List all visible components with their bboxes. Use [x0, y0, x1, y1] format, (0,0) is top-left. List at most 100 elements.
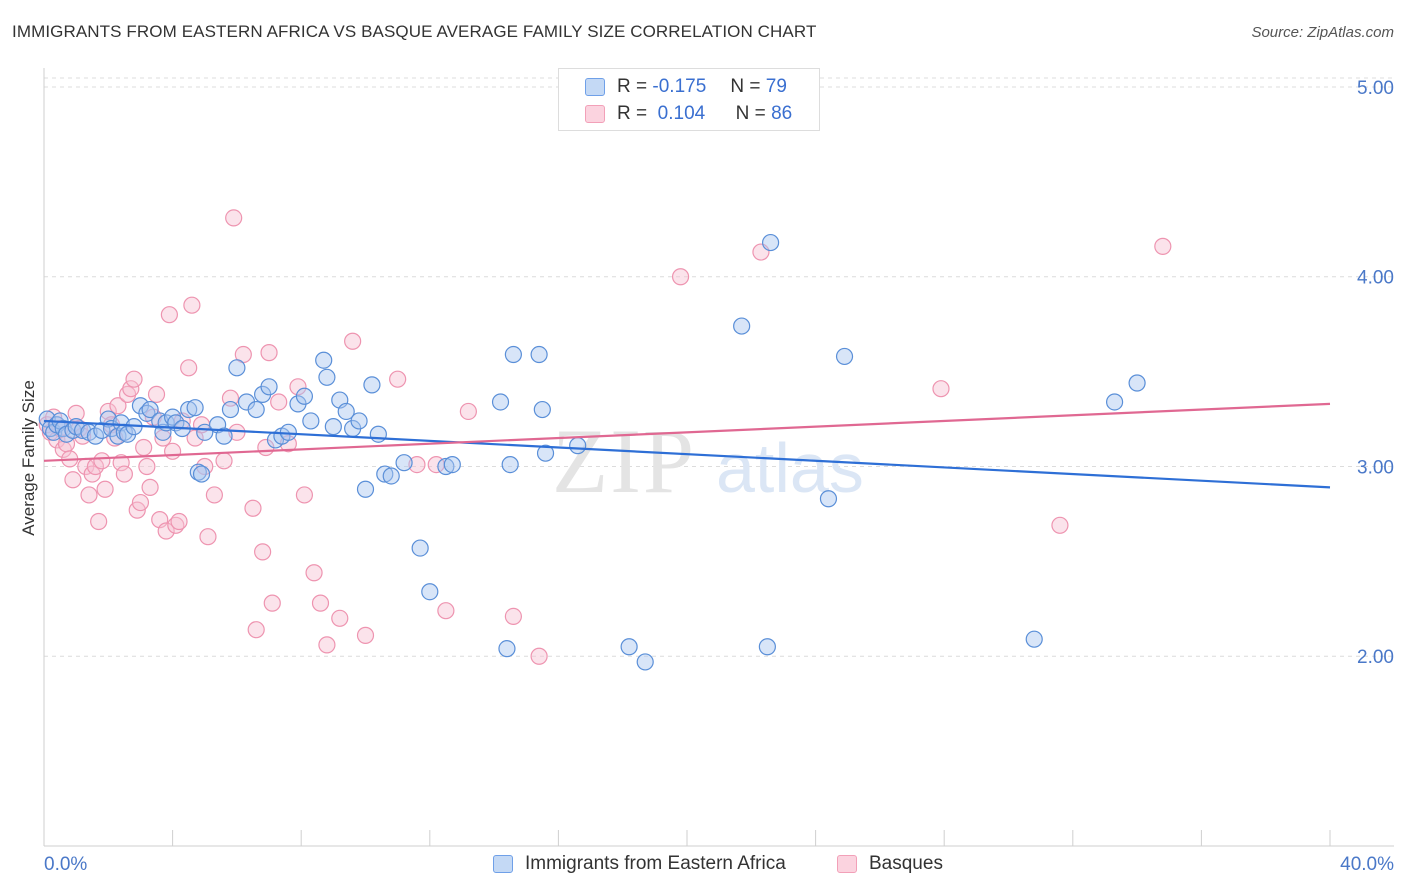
point-basques — [318, 636, 336, 654]
bottom-legend-label: Basques — [869, 853, 943, 874]
legend-row-eastern-africa: R = -0.175 N = 79 — [585, 74, 787, 100]
x-tick-label-min: 0.0% — [44, 854, 87, 875]
bottom-legend-swatch-blue — [493, 855, 513, 873]
legend-r-label: R = — [617, 76, 648, 97]
point-basques — [157, 522, 175, 540]
legend-swatch-pink — [585, 105, 605, 123]
point-eastern-africa — [501, 455, 519, 474]
point-eastern-africa — [363, 376, 381, 394]
legend-n-value: 86 — [771, 103, 793, 124]
point-basques — [164, 442, 182, 460]
point-basques — [260, 344, 278, 362]
watermark-atlas: atlas — [716, 429, 864, 507]
point-basques — [96, 480, 114, 498]
point-basques — [311, 594, 330, 612]
point-basques — [671, 268, 690, 286]
axes — [43, 68, 1394, 847]
point-eastern-africa — [180, 400, 198, 419]
correlation-legend: R = -0.175 N = 79 R = 0.104 N = 86 — [558, 68, 820, 131]
point-eastern-africa — [411, 539, 429, 557]
source-label: Source: ZipAtlas.com — [1251, 24, 1394, 41]
legend-n-label: N = — [735, 103, 766, 124]
y-tick-label: 5.00 — [1357, 78, 1394, 99]
point-basques — [244, 499, 262, 517]
point-basques — [932, 380, 950, 398]
point-eastern-africa — [141, 400, 159, 419]
legend-n-label: N = — [730, 76, 761, 97]
y-tick-label: 3.00 — [1357, 457, 1394, 478]
point-eastern-africa — [1128, 374, 1146, 392]
axis-labels: 2.00 3.00 4.00 5.00 0.0% 40.0% Average Family … — [19, 78, 1394, 875]
point-basques — [331, 609, 349, 627]
point-eastern-africa — [192, 465, 211, 483]
point-eastern-africa — [636, 653, 654, 671]
point-basques — [80, 486, 98, 504]
point-basques — [141, 478, 159, 496]
point-eastern-africa — [369, 425, 387, 443]
legend-r-value: 0.104 — [657, 103, 706, 124]
y-axis-label: Average Family Size — [19, 380, 38, 536]
point-eastern-africa — [1105, 393, 1124, 411]
point-basques — [530, 647, 548, 665]
point-eastern-africa — [1025, 630, 1043, 648]
chart-title: IMMIGRANTS FROM EASTERN AFRICA VS BASQUE… — [12, 22, 817, 41]
point-basques — [122, 380, 140, 398]
point-eastern-africa — [504, 345, 522, 364]
point-eastern-africa — [620, 638, 638, 656]
legend-n-value: 79 — [765, 76, 787, 97]
point-basques — [131, 493, 150, 512]
point-basques — [459, 402, 477, 421]
point-eastern-africa — [318, 368, 336, 386]
bottom-legend-basques: Basques — [837, 851, 943, 877]
point-basques — [270, 393, 288, 411]
legend-r-value: -0.175 — [652, 76, 707, 97]
point-basques — [199, 528, 217, 546]
x-tick-label-max: 40.0% — [1340, 854, 1394, 875]
point-eastern-africa — [324, 418, 342, 436]
trend-line-eastern-africa — [43, 419, 1331, 489]
point-eastern-africa — [376, 465, 394, 483]
point-basques — [344, 332, 362, 350]
point-basques — [147, 385, 166, 403]
point-basques — [225, 209, 243, 227]
point-eastern-africa — [395, 454, 413, 472]
point-basques — [93, 452, 111, 470]
point-eastern-africa — [302, 412, 320, 430]
point-eastern-africa — [761, 233, 780, 252]
point-basques — [305, 564, 323, 582]
point-eastern-africa — [819, 490, 838, 508]
series-eastern-africa-points — [38, 233, 1146, 671]
legend-row-basques: R = 0.104 N = 86 — [585, 101, 792, 127]
point-basques — [115, 465, 133, 483]
point-eastern-africa — [569, 437, 587, 455]
point-basques — [215, 452, 233, 470]
point-eastern-africa — [247, 400, 265, 419]
point-basques — [247, 621, 265, 639]
point-basques — [295, 486, 314, 504]
point-basques — [263, 594, 281, 612]
point-eastern-africa — [530, 345, 548, 364]
bottom-legend-label: Immigrants from Eastern Africa — [525, 853, 786, 874]
point-eastern-africa — [758, 638, 776, 656]
watermark: ZIP atlas — [552, 410, 864, 512]
watermark-zip: ZIP — [552, 410, 696, 512]
point-eastern-africa — [215, 427, 233, 445]
bottom-legend-swatch-pink — [837, 855, 857, 873]
point-basques — [170, 512, 188, 531]
point-basques — [205, 486, 223, 504]
point-eastern-africa — [443, 455, 461, 474]
point-basques — [504, 607, 522, 625]
point-eastern-africa — [382, 467, 400, 485]
point-basques — [135, 438, 153, 457]
point-eastern-africa — [315, 351, 333, 369]
point-basques — [437, 602, 455, 620]
point-basques — [183, 296, 201, 314]
point-eastern-africa — [221, 400, 240, 419]
point-eastern-africa — [491, 393, 510, 411]
point-eastern-africa — [536, 444, 555, 462]
y-tick-label: 2.00 — [1357, 647, 1394, 668]
point-basques — [408, 455, 426, 474]
bottom-legend-eastern-africa: Immigrants from Eastern Africa — [493, 851, 786, 877]
point-basques — [125, 370, 143, 388]
